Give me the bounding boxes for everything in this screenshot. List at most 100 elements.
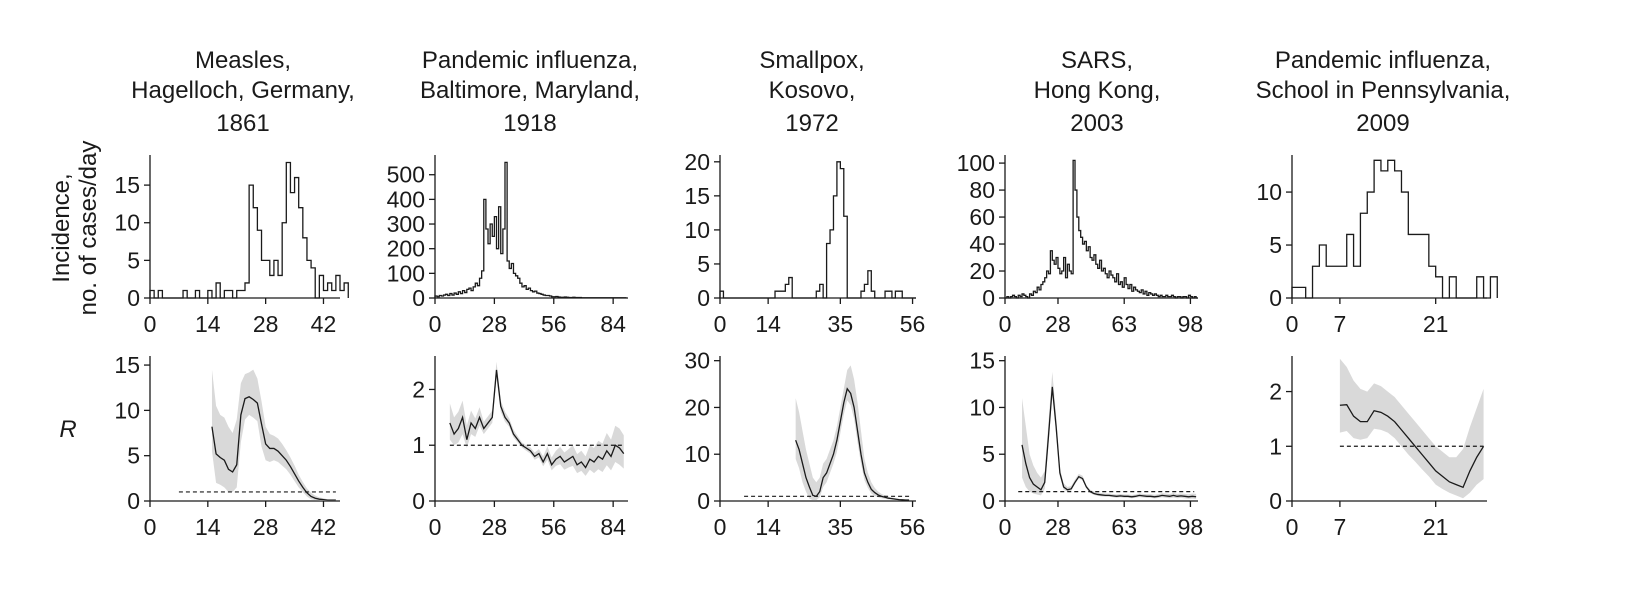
incidence-y-tick-label: 10 <box>1256 179 1282 205</box>
r-x-tick-label: 28 <box>253 514 279 540</box>
incidence-y-tick-label: 60 <box>969 204 995 230</box>
incidence-x-tick-label: 98 <box>1178 311 1204 337</box>
incidence-x-tick-label: 28 <box>253 311 279 337</box>
r-chart: 0 1 2 0 7 21 <box>1269 356 1487 540</box>
incidence-x-tick-label: 63 <box>1111 311 1137 337</box>
r-confidence-band <box>795 365 910 501</box>
incidence-y-tick-label: 40 <box>969 231 995 257</box>
incidence-row-label-line: no. of cases/day <box>75 141 102 316</box>
incidence-y-tick-label: 400 <box>387 186 425 212</box>
panel-title-line: 1918 <box>503 110 556 137</box>
incidence-y-tick-label: 200 <box>387 236 425 262</box>
panel-3: Smallpox, Kosovo, 1972 0 5 10 15 20 0 14 35 56 0 10 20… <box>684 47 925 540</box>
r-x-tick-label: 28 <box>1045 514 1071 540</box>
incidence-x-tick-label: 28 <box>482 311 508 337</box>
r-y-tick-label: 0 <box>127 488 140 514</box>
r-estimate-line <box>1021 386 1197 498</box>
r-y-tick-label: 2 <box>1269 379 1282 405</box>
incidence-y-tick-label: 10 <box>684 217 710 243</box>
r-y-tick-label: 0 <box>982 488 995 514</box>
panel-title-line: Measles, <box>195 47 291 74</box>
incidence-y-tick-label: 10 <box>114 210 140 236</box>
incidence-x-tick-label: 84 <box>600 311 626 337</box>
r-x-tick-label: 0 <box>714 514 727 540</box>
incidence-x-tick-label: 35 <box>828 311 854 337</box>
r-y-tick-label: 30 <box>684 348 710 374</box>
r-x-tick-label: 56 <box>900 514 926 540</box>
r-x-tick-label: 0 <box>1286 514 1299 540</box>
r-y-tick-label: 10 <box>969 394 995 420</box>
r-x-tick-label: 84 <box>600 514 626 540</box>
r-confidence-band <box>211 369 336 501</box>
panel-title-line: Smallpox, <box>759 47 864 74</box>
panel-title-line: 1972 <box>785 110 838 137</box>
incidence-x-tick-label: 14 <box>195 311 221 337</box>
incidence-y-tick-label: 0 <box>127 285 140 311</box>
r-confidence-band <box>449 361 624 476</box>
incidence-x-tick-label: 0 <box>1286 311 1299 337</box>
incidence-x-tick-label: 0 <box>429 311 442 337</box>
incidence-x-tick-label: 21 <box>1423 311 1449 337</box>
incidence-chart: 0 5 10 15 0 14 28 42 <box>114 155 349 337</box>
incidence-y-tick-label: 5 <box>1269 232 1282 258</box>
panel-title-line: Hagelloch, Germany, <box>131 77 355 104</box>
incidence-y-tick-label: 100 <box>957 150 995 176</box>
incidence-row-label-line: Incidence, <box>48 173 75 282</box>
r-x-tick-label: 14 <box>195 514 221 540</box>
incidence-x-tick-label: 0 <box>714 311 727 337</box>
incidence-chart: 0 5 10 15 20 0 14 35 56 <box>684 149 925 337</box>
r-y-tick-label: 20 <box>684 394 710 420</box>
incidence-y-tick-label: 100 <box>387 260 425 286</box>
panel-title-line: School in Pennsylvania, <box>1256 77 1511 104</box>
incidence-y-tick-label: 5 <box>127 247 140 273</box>
incidence-y-tick-label: 0 <box>697 285 710 311</box>
incidence-histogram <box>149 161 349 299</box>
incidence-y-tick-label: 20 <box>969 258 995 284</box>
r-x-tick-label: 56 <box>541 514 567 540</box>
incidence-y-tick-label: 0 <box>1269 285 1282 311</box>
r-y-tick-label: 0 <box>412 488 425 514</box>
r-y-tick-label: 1 <box>1269 433 1282 459</box>
incidence-row-label: Incidence,no. of cases/day <box>48 141 102 316</box>
r-y-tick-label: 1 <box>412 432 425 458</box>
r-estimate-line <box>449 369 625 469</box>
incidence-chart: 0 5 10 0 7 21 <box>1256 155 1498 337</box>
r-chart: 0 5 10 15 0 28 63 98 <box>969 348 1203 540</box>
r-estimate-line <box>1339 404 1485 489</box>
incidence-y-tick-label: 0 <box>412 285 425 311</box>
panel-title-line: Hong Kong, <box>1034 77 1161 104</box>
panel-title: Pandemic influenza, School in Pennsylvani… <box>1256 47 1511 137</box>
r-x-tick-label: 21 <box>1423 514 1449 540</box>
r-x-tick-label: 14 <box>755 514 781 540</box>
r-chart: 0 10 20 30 0 14 35 56 <box>684 348 925 540</box>
incidence-x-tick-label: 0 <box>144 311 157 337</box>
r-chart: 0 1 2 0 28 56 84 <box>412 356 628 540</box>
panel-title-line: Pandemic influenza, <box>422 47 638 74</box>
incidence-x-tick-label: 0 <box>999 311 1012 337</box>
panel-title: Measles, Hagelloch, Germany, 1861 <box>131 47 355 137</box>
r-row-label: R <box>59 416 76 443</box>
r-x-tick-label: 35 <box>828 514 854 540</box>
r-estimate-line <box>795 387 910 501</box>
incidence-y-tick-label: 300 <box>387 211 425 237</box>
incidence-x-tick-label: 56 <box>900 311 926 337</box>
r-x-tick-label: 0 <box>999 514 1012 540</box>
r-confidence-band <box>1339 358 1484 499</box>
panel-title: Pandemic influenza, Baltimore, Maryland, 1… <box>420 47 640 137</box>
incidence-histogram <box>1291 159 1498 299</box>
panel-title-line: 1861 <box>216 110 269 137</box>
r-chart: 0 5 10 15 0 14 28 42 <box>114 352 340 540</box>
panel-title: SARS, Hong Kong, 2003 <box>1034 47 1161 137</box>
r-y-tick-label: 0 <box>1269 488 1282 514</box>
panel-title-line: 2009 <box>1356 110 1409 137</box>
r-y-tick-label: 5 <box>982 441 995 467</box>
panel-title-line: 2003 <box>1070 110 1123 137</box>
incidence-y-tick-label: 0 <box>982 285 995 311</box>
r-y-tick-label: 5 <box>127 443 140 469</box>
r-estimate-line <box>211 396 336 501</box>
